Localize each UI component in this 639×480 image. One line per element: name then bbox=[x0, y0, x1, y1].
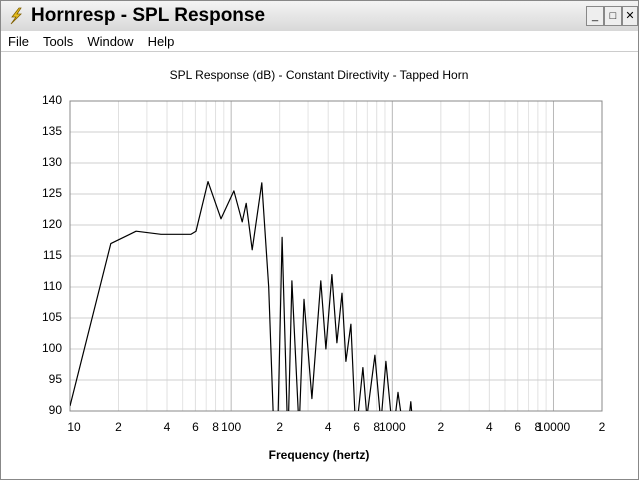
y-tick-label: 110 bbox=[43, 279, 62, 293]
x-tick-label: 1000 bbox=[379, 420, 406, 434]
y-tick-label: 130 bbox=[42, 155, 62, 169]
x-tick-label: 6 bbox=[353, 420, 360, 434]
minimize-button[interactable]: _ bbox=[586, 6, 604, 26]
x-tick-label: 6 bbox=[514, 420, 521, 434]
y-tick-label: 90 bbox=[49, 403, 63, 417]
plot-border bbox=[69, 100, 603, 412]
y-tick-label: 105 bbox=[42, 310, 62, 324]
maximize-button[interactable]: □ bbox=[604, 6, 622, 26]
x-tick-label: 2 bbox=[115, 420, 122, 434]
window-title: Hornresp - SPL Response bbox=[31, 5, 266, 26]
y-tick-label: 125 bbox=[42, 186, 62, 200]
x-tick-label: 2 bbox=[437, 420, 444, 434]
y-tick-label: 140 bbox=[42, 93, 62, 107]
y-tick-label: 120 bbox=[42, 217, 62, 231]
x-tick-label: 4 bbox=[486, 420, 493, 434]
app-icon bbox=[10, 7, 22, 25]
plot-clip bbox=[70, 181, 413, 411]
y-tick-label: 95 bbox=[49, 372, 63, 386]
x-tick-label: 2 bbox=[276, 420, 283, 434]
menu-item[interactable]: File bbox=[8, 33, 29, 49]
x-tick-label: 8 bbox=[535, 420, 542, 434]
x-axis-label: Frequency (hertz) bbox=[269, 448, 370, 462]
menu-item[interactable]: Help bbox=[147, 33, 175, 49]
x-tick-label: 4 bbox=[325, 420, 332, 434]
x-tick-label: 8 bbox=[212, 420, 219, 434]
menu-item[interactable]: Tools bbox=[42, 33, 74, 49]
title-bar: Hornresp - SPL Response bbox=[1, 1, 638, 31]
x-tick-label: 4 bbox=[164, 420, 171, 434]
spl-line bbox=[70, 181, 413, 411]
x-tick-label: 8 bbox=[373, 420, 380, 434]
menu-item[interactable]: Window bbox=[87, 33, 134, 49]
y-tick-label: 115 bbox=[43, 248, 62, 262]
x-tick-label: 100 bbox=[221, 420, 241, 434]
chart: SPL Response (dB) - Constant Directivity… bbox=[42, 68, 606, 462]
x-tick-label: 2 bbox=[599, 420, 606, 434]
y-tick-label: 100 bbox=[42, 341, 62, 355]
x-tick-label: 6 bbox=[192, 420, 199, 434]
menu-bar: File Tools Window Help bbox=[1, 31, 638, 52]
x-tick-label: 10 bbox=[67, 420, 81, 434]
y-tick-label: 135 bbox=[42, 124, 62, 138]
close-button[interactable]: ✕ bbox=[622, 6, 638, 26]
chart-title: SPL Response (dB) - Constant Directivity… bbox=[170, 68, 469, 82]
x-tick-label: 10000 bbox=[537, 420, 571, 434]
